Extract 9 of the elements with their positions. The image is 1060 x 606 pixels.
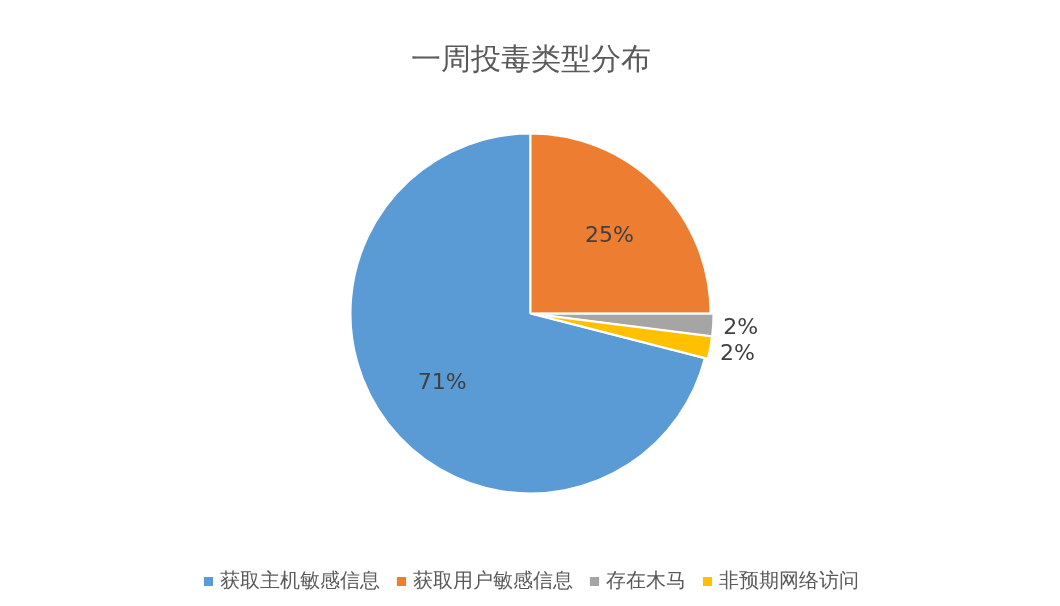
data-label: 71%: [417, 369, 467, 395]
legend-label: 获取主机敏感信息: [220, 567, 380, 594]
data-label: 2%: [719, 340, 755, 366]
legend-label: 获取用户敏感信息: [413, 567, 573, 594]
legend-label: 非预期网络访问: [719, 567, 859, 594]
data-label: 2%: [723, 314, 759, 340]
data-label: 25%: [584, 222, 634, 248]
chart-title: 一周投毒类型分布: [410, 40, 651, 76]
legend-label: 存在木马: [606, 567, 686, 594]
